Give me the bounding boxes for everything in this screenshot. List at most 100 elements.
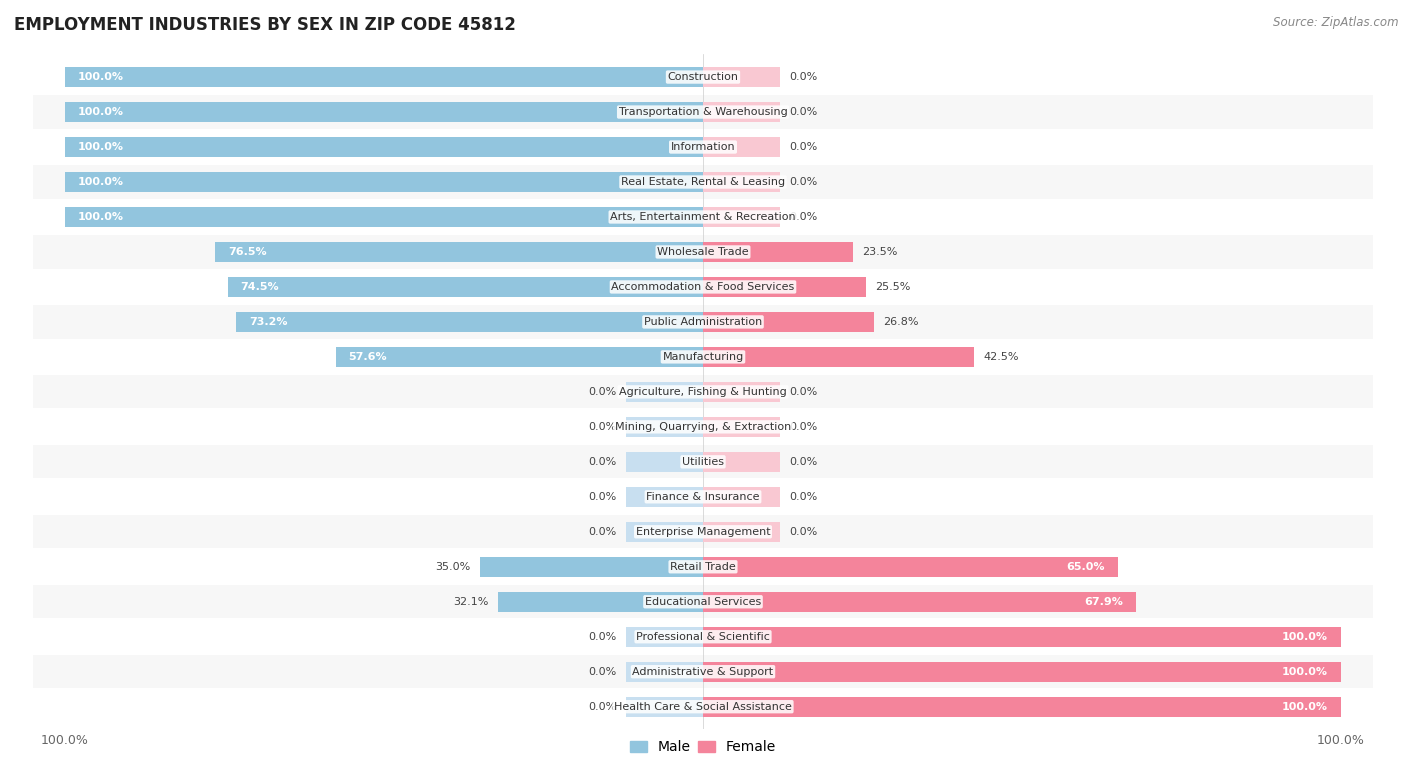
Text: 57.6%: 57.6% [349,352,387,362]
Bar [703,312,875,332]
Bar [34,690,1372,723]
Text: 0.0%: 0.0% [589,667,617,677]
Text: EMPLOYMENT INDUSTRIES BY SEX IN ZIP CODE 45812: EMPLOYMENT INDUSTRIES BY SEX IN ZIP CODE… [14,16,516,33]
Text: 74.5%: 74.5% [240,282,280,292]
Text: Enterprise Management: Enterprise Management [636,527,770,537]
Legend: Male, Female: Male, Female [624,735,782,760]
Bar [703,137,779,158]
Bar [34,130,1372,164]
Text: Arts, Entertainment & Recreation: Arts, Entertainment & Recreation [610,212,796,222]
Text: Health Care & Social Assistance: Health Care & Social Assistance [614,702,792,712]
Text: Information: Information [671,142,735,152]
Text: 35.0%: 35.0% [434,562,470,572]
Text: Mining, Quarrying, & Extraction: Mining, Quarrying, & Extraction [614,422,792,432]
Bar [703,242,853,262]
Text: 100.0%: 100.0% [1282,632,1329,642]
Text: Agriculture, Fishing & Hunting: Agriculture, Fishing & Hunting [619,387,787,397]
Text: Manufacturing: Manufacturing [662,352,744,362]
Text: Educational Services: Educational Services [645,597,761,607]
Bar [34,655,1372,688]
Bar [65,171,703,192]
Bar [627,662,703,682]
Bar [34,235,1372,268]
Text: 100.0%: 100.0% [77,142,124,152]
Text: 0.0%: 0.0% [789,527,817,537]
Text: 0.0%: 0.0% [589,632,617,642]
Text: 100.0%: 100.0% [1282,702,1329,712]
Text: Transportation & Warehousing: Transportation & Warehousing [619,107,787,117]
Bar [703,521,779,542]
Bar [498,591,703,612]
Bar [703,626,1341,647]
Text: Construction: Construction [668,72,738,82]
Text: 0.0%: 0.0% [789,107,817,117]
Bar [703,452,779,472]
Text: Utilities: Utilities [682,457,724,467]
Bar [627,697,703,717]
Bar [627,452,703,472]
Text: 0.0%: 0.0% [589,702,617,712]
Text: 0.0%: 0.0% [789,212,817,222]
Text: 0.0%: 0.0% [589,457,617,467]
Bar [34,550,1372,584]
Text: 76.5%: 76.5% [228,247,266,257]
Text: Professional & Scientific: Professional & Scientific [636,632,770,642]
Bar [703,382,779,402]
Bar [65,67,703,87]
Bar [65,102,703,122]
Text: 0.0%: 0.0% [789,422,817,432]
Bar [703,662,1341,682]
Bar [703,277,866,297]
Text: 0.0%: 0.0% [589,387,617,397]
Text: Administrative & Support: Administrative & Support [633,667,773,677]
Bar [703,102,779,122]
Text: Accommodation & Food Services: Accommodation & Food Services [612,282,794,292]
Text: Real Estate, Rental & Leasing: Real Estate, Rental & Leasing [621,177,785,187]
Bar [34,200,1372,234]
Text: 0.0%: 0.0% [589,527,617,537]
Text: Finance & Insurance: Finance & Insurance [647,492,759,502]
Bar [236,312,703,332]
Text: 73.2%: 73.2% [249,317,287,327]
Bar [627,626,703,647]
Bar [34,165,1372,199]
Text: 0.0%: 0.0% [789,492,817,502]
Bar [34,95,1372,129]
Bar [703,67,779,87]
Text: 23.5%: 23.5% [862,247,898,257]
Bar [627,382,703,402]
Text: 0.0%: 0.0% [589,422,617,432]
Bar [34,341,1372,373]
Bar [65,207,703,227]
Bar [703,207,779,227]
Text: Source: ZipAtlas.com: Source: ZipAtlas.com [1274,16,1399,29]
Text: 67.9%: 67.9% [1084,597,1123,607]
Text: 65.0%: 65.0% [1066,562,1105,572]
Text: 100.0%: 100.0% [1282,667,1329,677]
Bar [215,242,703,262]
Text: 100.0%: 100.0% [77,72,124,82]
Bar [34,376,1372,408]
Text: 32.1%: 32.1% [453,597,489,607]
Text: Public Administration: Public Administration [644,317,762,327]
Bar [703,591,1136,612]
Text: 100.0%: 100.0% [77,212,124,222]
Text: 0.0%: 0.0% [789,457,817,467]
Bar [336,347,703,367]
Bar [228,277,703,297]
Text: 0.0%: 0.0% [789,387,817,397]
Text: Retail Trade: Retail Trade [671,562,735,572]
Bar [34,61,1372,94]
Bar [703,171,779,192]
Bar [34,445,1372,479]
Text: 0.0%: 0.0% [789,142,817,152]
Bar [627,521,703,542]
Bar [703,487,779,507]
Bar [703,417,779,437]
Bar [703,347,974,367]
Bar [34,411,1372,443]
Text: 0.0%: 0.0% [789,72,817,82]
Bar [34,585,1372,618]
Text: 100.0%: 100.0% [77,177,124,187]
Bar [34,305,1372,338]
